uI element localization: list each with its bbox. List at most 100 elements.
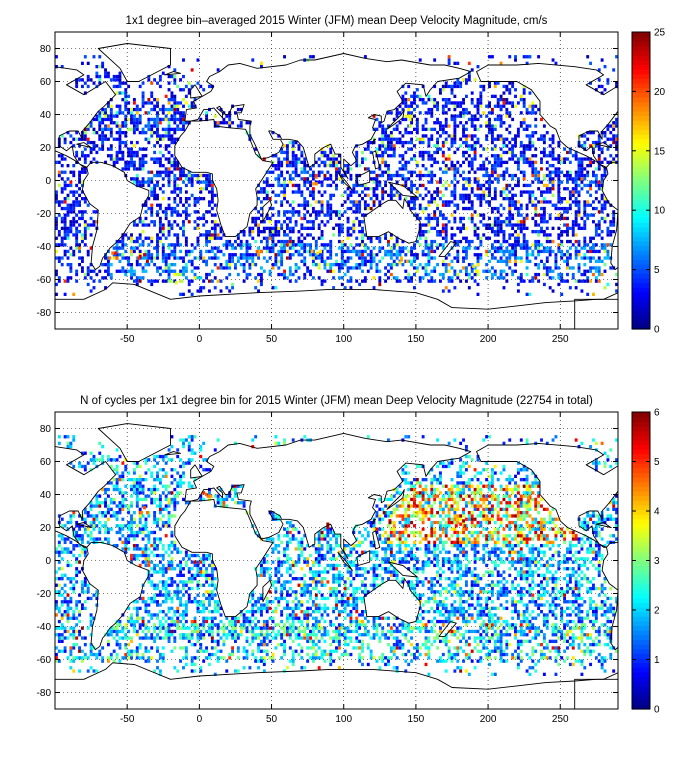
data-cell [534, 220, 538, 224]
data-cell [505, 107, 509, 112]
data-cell [147, 279, 151, 283]
data-cell [557, 190, 561, 194]
data-cell [421, 134, 425, 138]
data-cell [288, 272, 292, 277]
data-cell [566, 180, 569, 184]
data-cell [430, 197, 434, 201]
data-cell [363, 183, 367, 188]
data-cell [583, 236, 587, 240]
data-cell [147, 183, 151, 188]
data-cell [519, 154, 523, 158]
data-cell [57, 649, 61, 653]
data-cell [161, 230, 165, 234]
data-cell [349, 233, 353, 237]
data-cell [511, 197, 515, 201]
data-cell [441, 243, 445, 247]
colorbar-segment [632, 273, 650, 279]
data-cell [335, 187, 338, 191]
data-cell [346, 233, 350, 237]
data-cell [410, 253, 414, 257]
data-cell [55, 216, 58, 221]
data-cell [144, 659, 148, 663]
data-cell [528, 193, 532, 197]
data-cell [502, 98, 506, 102]
data-cell [499, 190, 503, 194]
data-cell [216, 233, 220, 237]
data-cell [467, 183, 471, 188]
data-cell [369, 177, 373, 181]
data-cell [392, 117, 396, 122]
data-cell [372, 276, 376, 280]
data-cell [271, 246, 275, 250]
data-cell [606, 282, 610, 287]
data-cell [280, 272, 284, 277]
data-cell [311, 164, 315, 168]
data-cell [372, 656, 376, 660]
data-cell [378, 259, 382, 263]
data-cell [566, 150, 569, 155]
data-cell [121, 98, 125, 102]
data-cell [568, 206, 572, 211]
data-cell [508, 190, 512, 194]
data-cell [303, 249, 307, 254]
data-cell [436, 220, 439, 224]
data-cell [447, 203, 451, 207]
data-cell [283, 187, 286, 191]
data-cell [340, 243, 344, 247]
data-cell [424, 173, 428, 178]
data-cell [514, 134, 517, 138]
data-cell [363, 249, 367, 254]
data-cell [259, 656, 263, 660]
data-cell [583, 269, 587, 273]
data-cell [612, 669, 616, 673]
data-cell [589, 131, 593, 135]
data-cell [488, 180, 491, 184]
data-cell [297, 249, 301, 254]
data-cell [57, 170, 61, 174]
data-cell [150, 213, 154, 217]
data-cell [190, 662, 194, 667]
data-cell [577, 646, 581, 650]
data-cell [335, 253, 338, 257]
data-cell [259, 282, 263, 287]
data-cell [525, 134, 529, 138]
data-cell [551, 134, 555, 138]
data-cell [291, 144, 295, 148]
data-cell [118, 269, 122, 273]
data-cell [95, 65, 99, 69]
data-cell [378, 173, 382, 178]
data-cell [196, 266, 200, 270]
data-cell [182, 114, 185, 118]
data-cell [228, 272, 232, 277]
data-cell [332, 233, 336, 237]
data-cell [63, 183, 67, 188]
data-cell [447, 147, 451, 151]
data-cell [548, 150, 552, 155]
data-cell [196, 177, 200, 181]
data-cell [277, 233, 281, 237]
data-cell [124, 643, 128, 647]
data-cell [490, 164, 494, 168]
data-cell [540, 137, 543, 141]
data-cell [95, 144, 99, 148]
data-cell [294, 157, 298, 161]
data-cell [413, 253, 416, 257]
data-cell [522, 98, 526, 102]
data-cell [306, 220, 310, 224]
data-cell [583, 279, 587, 283]
data-cell [245, 649, 249, 653]
data-cell [519, 121, 523, 125]
data-cell [332, 286, 336, 290]
data-cell [594, 190, 598, 194]
data-cell [228, 243, 232, 247]
data-cell [271, 190, 275, 194]
data-cell [147, 197, 151, 201]
data-cell [404, 177, 408, 181]
data-cell [358, 659, 362, 663]
data-hotspot [311, 182, 315, 186]
data-cell [277, 177, 281, 181]
data-cell [167, 81, 171, 85]
data-cell [184, 646, 188, 650]
data-cell [112, 157, 116, 161]
data-cell [170, 134, 174, 138]
